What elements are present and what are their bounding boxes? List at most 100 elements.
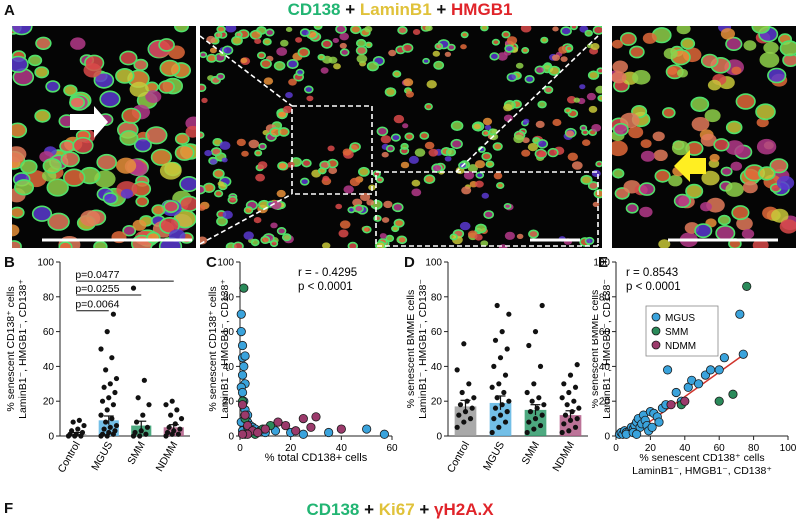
cell [240,57,248,64]
point-mgus [239,361,249,372]
cell [771,208,789,223]
cell [580,174,593,185]
x-tick-label: 20 [645,443,657,454]
data-point [567,417,574,423]
point-mgus [632,429,642,439]
data-point [491,416,497,422]
data-point [526,419,532,425]
point-mgus [735,309,745,319]
point-mgus [324,427,334,438]
data-point [178,416,185,422]
cell [552,54,560,61]
title-f-part-3: + [414,500,435,519]
cell [355,45,368,56]
data-point [140,412,146,418]
cell [484,124,492,130]
cell [423,174,436,184]
cell [339,220,351,229]
cell [225,26,237,33]
data-point [494,302,500,309]
y-tick-label: 0 [48,432,54,443]
cell [12,122,28,139]
data-point [168,412,174,418]
cell [720,166,733,177]
panel-label-b: B [4,254,15,271]
cell [640,150,655,162]
cell [521,149,531,157]
inset-box-left [291,105,373,195]
cell [434,42,444,51]
cell [317,167,327,175]
cell [322,175,330,182]
data-point [99,431,106,437]
point-mgus [236,327,246,337]
cell [276,227,287,236]
cell [282,105,293,114]
cell [257,161,268,170]
cell [524,74,535,84]
micrograph-right-zoom [612,26,796,248]
point-smm [714,396,724,406]
data-point [104,329,110,335]
cell [260,235,271,244]
title-a-part-3: + [431,0,452,19]
cell [353,204,364,213]
figure-title-a: CD138 + LaminB1 + HMGB1 [0,0,800,20]
data-point [107,424,113,430]
cell [285,92,293,99]
cell [129,81,149,97]
cell [216,216,228,227]
cell [639,206,653,218]
cell [592,201,600,207]
title-a-part-4: HMGB1 [451,0,513,19]
cell [501,30,511,39]
cell [31,205,53,222]
cell [269,240,279,248]
cell [265,28,275,37]
cell [776,175,795,190]
cell [397,235,408,245]
cell [209,47,217,54]
cell [503,103,513,112]
data-point [137,433,143,439]
point-ndmm [237,429,248,439]
cell [47,212,70,231]
cell [587,70,600,80]
cell [653,149,668,161]
cell [537,100,547,109]
data-point [113,375,120,382]
cell [304,85,314,94]
cell [151,204,166,216]
cell [592,26,602,35]
cell [528,229,539,239]
data-point [130,285,137,291]
cell [362,225,372,234]
cell [493,172,503,180]
cell [133,137,152,153]
cell [570,26,578,31]
x-axis-label: % senescent CD138⁺ cells [639,452,764,464]
data-point [574,416,580,422]
cell [619,32,637,46]
data-point [537,422,544,429]
cell [255,173,265,182]
cell [717,214,731,226]
cell [663,48,678,60]
cell [735,93,756,110]
cell [145,126,168,145]
point-mgus [647,422,657,432]
cell [492,142,503,151]
data-point [104,407,110,413]
cell [174,144,195,161]
data-point [110,402,116,408]
cell [313,26,323,30]
data-point [166,424,172,430]
legend: MGUS SMM NDMM [645,305,719,357]
cell [19,159,38,175]
data-point [143,431,149,437]
cell [376,126,389,137]
point-mgus [663,365,673,375]
y-tick-label: 100 [425,258,442,269]
cell [349,142,361,152]
